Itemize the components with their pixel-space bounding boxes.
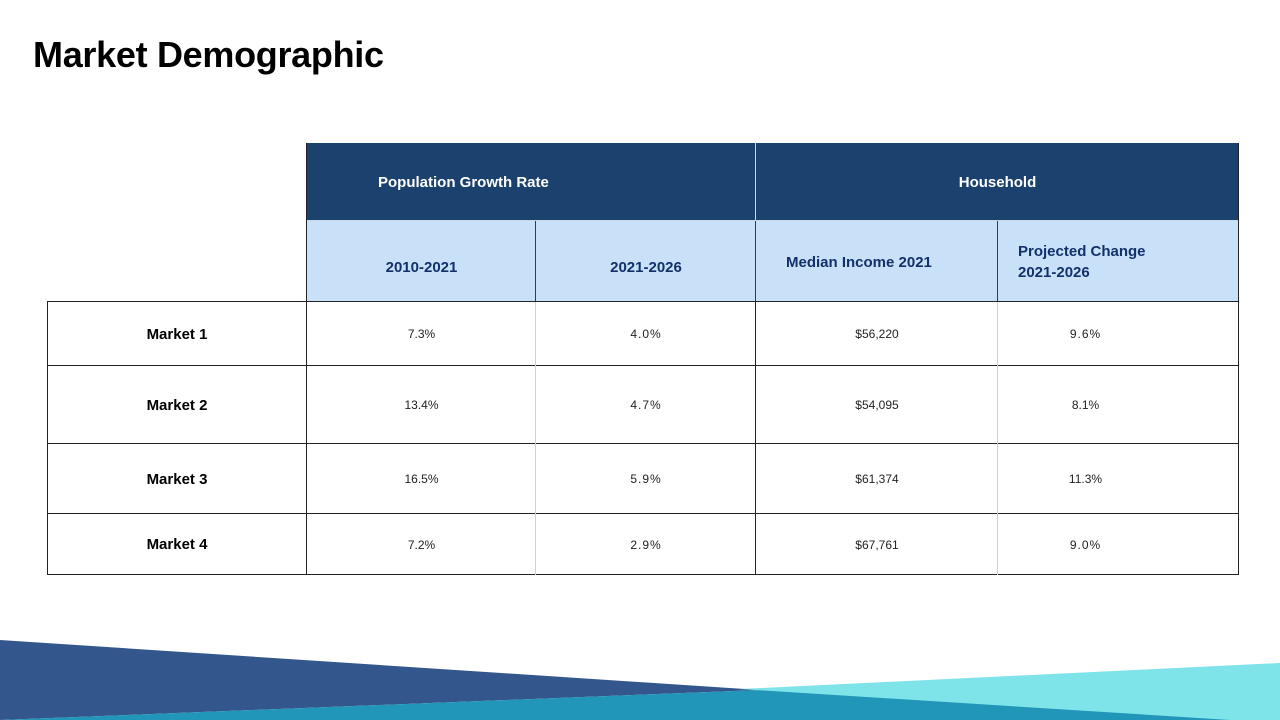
header-household: Household	[756, 143, 1239, 221]
subheader-label-line1: Projected Change	[1018, 242, 1146, 260]
cell-value: 2.9%	[630, 537, 662, 552]
cell-value: $61,374	[855, 472, 899, 486]
cell-value: 7.2%	[407, 537, 436, 552]
cell-market-4-median-income: $67,761	[756, 514, 998, 575]
subheader-median-income: Median Income 2021	[756, 221, 998, 302]
cell-value: 13.4%	[404, 398, 439, 412]
cell-value: 4.0%	[630, 327, 662, 341]
cell-market-4-growth-2021-2026: 2.9%	[536, 514, 756, 575]
table-divider	[47, 302, 48, 575]
cell-market-2-growth-2010-2021: 13.4%	[307, 366, 536, 444]
subheader-label-line2: 2021-2026	[1018, 263, 1090, 281]
subheader-label: 2010-2021	[385, 259, 458, 276]
cell-market-2-median-income: $54,095	[756, 366, 998, 444]
row-label-market-3: Market 3	[47, 444, 307, 514]
cell-value: 11.3%	[1068, 472, 1103, 486]
header-label: Population Growth Rate	[378, 173, 549, 191]
table-divider	[47, 513, 1239, 514]
cell-market-4-growth-2010-2021: 7.2%	[307, 514, 536, 575]
header-population-growth-rate: Population Growth Rate	[307, 143, 756, 221]
cell-value: 9.0%	[1069, 537, 1102, 552]
table-divider	[535, 302, 536, 575]
cell-value: $56,220	[855, 327, 899, 341]
table-divider	[755, 221, 756, 302]
cell-value: $54,095	[855, 398, 899, 412]
cell-value: 8.1%	[1071, 398, 1100, 412]
subheader-2021-2026: 2021-2026	[536, 221, 756, 302]
table-divider	[535, 221, 536, 302]
row-label-market-4: Market 4	[47, 514, 307, 575]
cell-market-3-growth-2021-2026: 5.9%	[536, 444, 756, 514]
row-label-market-2: Market 2	[47, 366, 307, 444]
footer-cyan-shape	[740, 663, 1280, 720]
table-divider	[307, 220, 1239, 221]
cell-value: 5.9%	[630, 472, 662, 486]
table-divider	[755, 302, 756, 575]
cell-value: 16.5%	[404, 472, 439, 486]
cell-market-2-growth-2021-2026: 4.7%	[536, 366, 756, 444]
cell-market-3-growth-2010-2021: 16.5%	[307, 444, 536, 514]
row-label-text: Market 3	[146, 470, 208, 488]
cell-value: 4.7%	[630, 398, 662, 412]
row-label-text: Market 4	[146, 536, 208, 553]
table-divider	[47, 574, 1239, 575]
footer-decoration	[0, 640, 1280, 720]
cell-market-1-projected-change: 9.6%	[998, 302, 1173, 366]
cell-value: 9.6%	[1069, 327, 1102, 341]
cell-market-4-projected-change: 9.0%	[998, 514, 1173, 575]
table-divider	[47, 443, 1239, 444]
header-label: Household	[958, 173, 1037, 191]
table-divider	[306, 143, 307, 575]
cell-market-1-growth-2010-2021: 7.3%	[307, 302, 536, 366]
table-divider	[997, 221, 998, 302]
row-label-market-1: Market 1	[47, 302, 307, 366]
subheader-label: 2021-2026	[610, 259, 682, 276]
cell-value: 7.3%	[407, 327, 436, 341]
cell-market-1-growth-2021-2026: 4.0%	[536, 302, 756, 366]
row-label-text: Market 2	[146, 396, 208, 414]
cell-market-2-projected-change: 8.1%	[998, 366, 1173, 444]
footer-navy-shape	[0, 640, 760, 720]
subheader-projected-change: Projected Change 2021-2026	[998, 221, 1239, 302]
page-title: Market Demographic	[33, 34, 384, 75]
subheader-2010-2021: 2010-2021	[307, 221, 536, 302]
row-label-text: Market 1	[146, 325, 208, 343]
table-divider	[47, 365, 1239, 366]
table-divider	[47, 301, 1239, 302]
cell-market-1-median-income: $56,220	[756, 302, 998, 366]
table-divider	[755, 143, 756, 221]
cell-value: $67,761	[855, 537, 899, 552]
cell-market-3-projected-change: 11.3%	[998, 444, 1173, 514]
cell-market-3-median-income: $61,374	[756, 444, 998, 514]
subheader-label: Median Income 2021	[786, 254, 932, 271]
table-divider	[1238, 143, 1239, 575]
table-divider	[997, 302, 998, 575]
